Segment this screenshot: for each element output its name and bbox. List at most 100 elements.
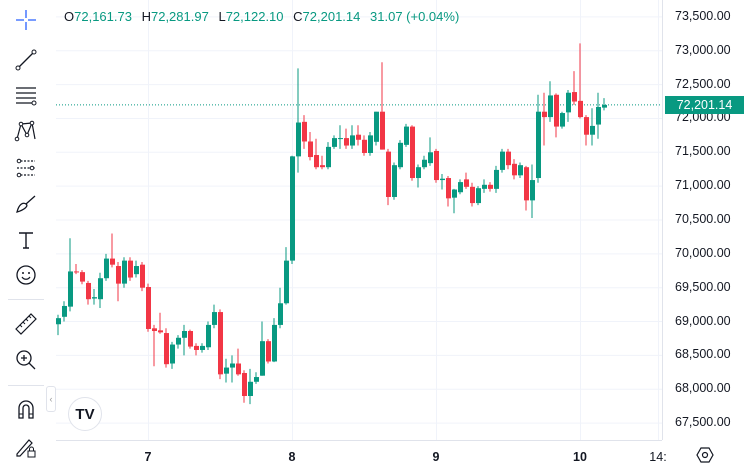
drawing-toolbar xyxy=(0,0,52,470)
open-value: 72,161.73 xyxy=(74,9,132,24)
candle-up xyxy=(230,363,235,368)
close-value: 72,201.14 xyxy=(302,9,361,24)
candle-up xyxy=(182,331,187,338)
candle-down xyxy=(512,163,517,176)
candle-up xyxy=(332,138,337,147)
candle-up xyxy=(212,312,217,325)
candle-down xyxy=(578,100,583,118)
collapse-toolbar-button[interactable]: ‹ xyxy=(46,386,56,412)
price-tick-label: 69,000.00 xyxy=(675,313,731,328)
tradingview-logo[interactable]: TV xyxy=(68,397,102,431)
candle-up xyxy=(560,113,565,127)
candle-down xyxy=(308,141,313,158)
low-label: L xyxy=(218,9,226,24)
candle-up xyxy=(206,324,211,348)
price-tick-label: 71,500.00 xyxy=(675,144,731,159)
candle-down xyxy=(86,282,91,300)
lock-drawings-icon[interactable] xyxy=(10,432,42,462)
candle-down xyxy=(386,151,391,197)
price-tick-label: 72,500.00 xyxy=(675,76,731,91)
candlestick-chart[interactable] xyxy=(56,0,662,440)
candle-up xyxy=(404,126,409,145)
change-value: 31.07 (+0.04%) xyxy=(370,9,460,24)
candle-up xyxy=(326,146,331,168)
candle-down xyxy=(362,139,367,153)
candle-up xyxy=(368,135,373,153)
candle-up xyxy=(68,271,73,307)
candle-down xyxy=(80,272,85,282)
zoom-in-icon[interactable] xyxy=(10,345,42,375)
candle-down xyxy=(74,271,79,273)
candle-down xyxy=(128,260,133,278)
open-label: O xyxy=(64,9,75,24)
candle-up xyxy=(566,92,571,113)
candle-up xyxy=(260,341,265,376)
candle-down xyxy=(140,264,145,288)
price-tick-label: 68,000.00 xyxy=(675,381,731,396)
candle-down xyxy=(356,134,361,140)
candle-up xyxy=(602,104,607,108)
candle-up xyxy=(530,180,535,201)
close-label: C xyxy=(293,9,303,24)
candle-up xyxy=(518,165,523,176)
candle-down xyxy=(110,258,115,265)
fib-retracement-icon[interactable] xyxy=(10,81,42,111)
candle-up xyxy=(248,381,253,396)
candle-down xyxy=(194,345,199,350)
candle-up xyxy=(296,122,301,157)
candle-down xyxy=(344,138,349,146)
price-tick-label: 69,500.00 xyxy=(675,279,731,294)
crosshair-icon[interactable] xyxy=(10,5,42,35)
brush-icon[interactable] xyxy=(10,190,42,220)
text-icon[interactable] xyxy=(10,225,42,255)
time-axis[interactable]: 7 8 9 10 14: xyxy=(56,440,667,471)
candle-down xyxy=(572,92,577,102)
candle-up xyxy=(98,278,103,300)
magnet-icon[interactable] xyxy=(10,394,42,424)
price-tick-label: 70,500.00 xyxy=(675,212,731,226)
high-label: H xyxy=(141,9,151,24)
low-value: 72,122.10 xyxy=(225,9,284,24)
settings-icon[interactable] xyxy=(696,446,714,464)
candle-down xyxy=(434,150,439,181)
toolbar-divider xyxy=(8,385,44,386)
time-tick-label: 7 xyxy=(144,450,152,464)
candle-up xyxy=(494,169,499,189)
emoji-icon[interactable] xyxy=(10,260,42,290)
candle-down xyxy=(266,341,271,362)
candle-down xyxy=(506,151,511,166)
candle-down xyxy=(158,330,163,333)
time-tick-label: 8 xyxy=(288,450,296,464)
price-tick-label: 68,500.00 xyxy=(675,347,731,362)
candle-up xyxy=(176,337,181,345)
price-tick-label: 67,500.00 xyxy=(675,415,731,430)
candle-down xyxy=(188,331,193,347)
price-tick-label: 70,000.00 xyxy=(675,245,731,260)
candle-down xyxy=(152,328,157,332)
prediction-icon[interactable] xyxy=(10,153,42,183)
candle-up xyxy=(92,297,97,299)
candle-up xyxy=(170,344,175,364)
candle-down xyxy=(488,184,493,189)
candle-down xyxy=(446,178,451,199)
candle-up xyxy=(122,260,127,284)
candle-up xyxy=(290,156,295,261)
candle-down xyxy=(146,287,151,329)
pattern-icon[interactable] xyxy=(10,116,42,146)
candle-up xyxy=(548,95,553,118)
ruler-icon[interactable] xyxy=(10,309,42,339)
candle-up xyxy=(482,184,487,189)
candle-up xyxy=(278,303,283,325)
candle-up xyxy=(200,345,205,350)
candle-down xyxy=(470,186,475,204)
candle-down xyxy=(236,363,241,375)
candle-down xyxy=(116,266,121,284)
candle-up xyxy=(338,138,343,140)
price-axis[interactable]: 67,500.00 68,000.00 68,500.00 69,000.00 69,5… xyxy=(662,0,745,440)
candle-down xyxy=(554,94,559,127)
price-tick-label: 73,000.00 xyxy=(675,42,731,57)
candle-up xyxy=(500,151,505,170)
candle-down xyxy=(314,155,319,168)
candle-up xyxy=(590,125,595,135)
trend-line-icon[interactable] xyxy=(10,45,42,75)
